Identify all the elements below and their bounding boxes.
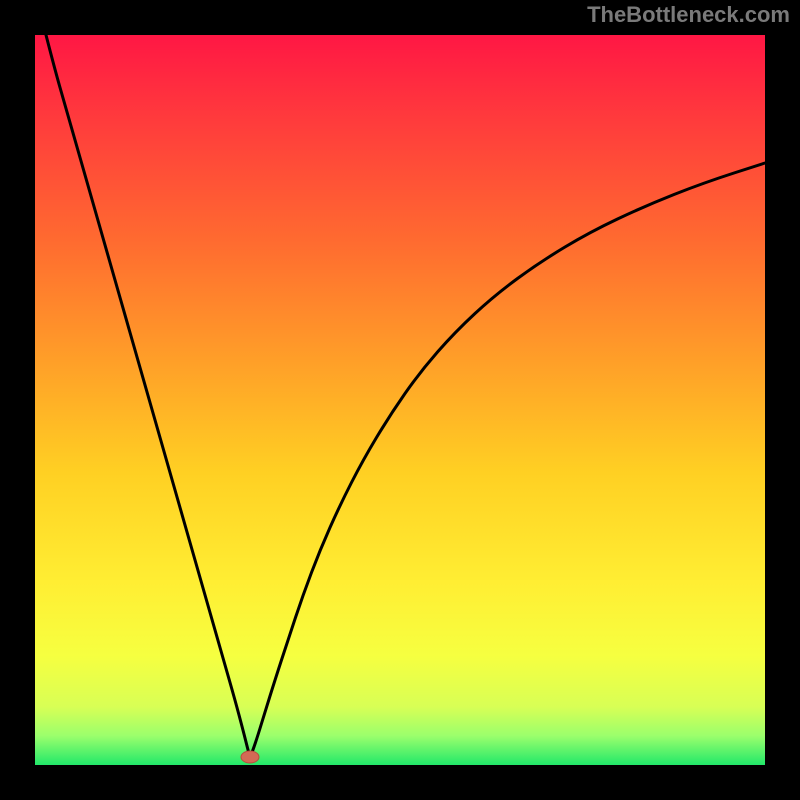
bottleneck-chart bbox=[0, 0, 800, 800]
minimum-marker bbox=[241, 751, 259, 763]
chart-container: TheBottleneck.com bbox=[0, 0, 800, 800]
watermark-text: TheBottleneck.com bbox=[587, 2, 790, 28]
